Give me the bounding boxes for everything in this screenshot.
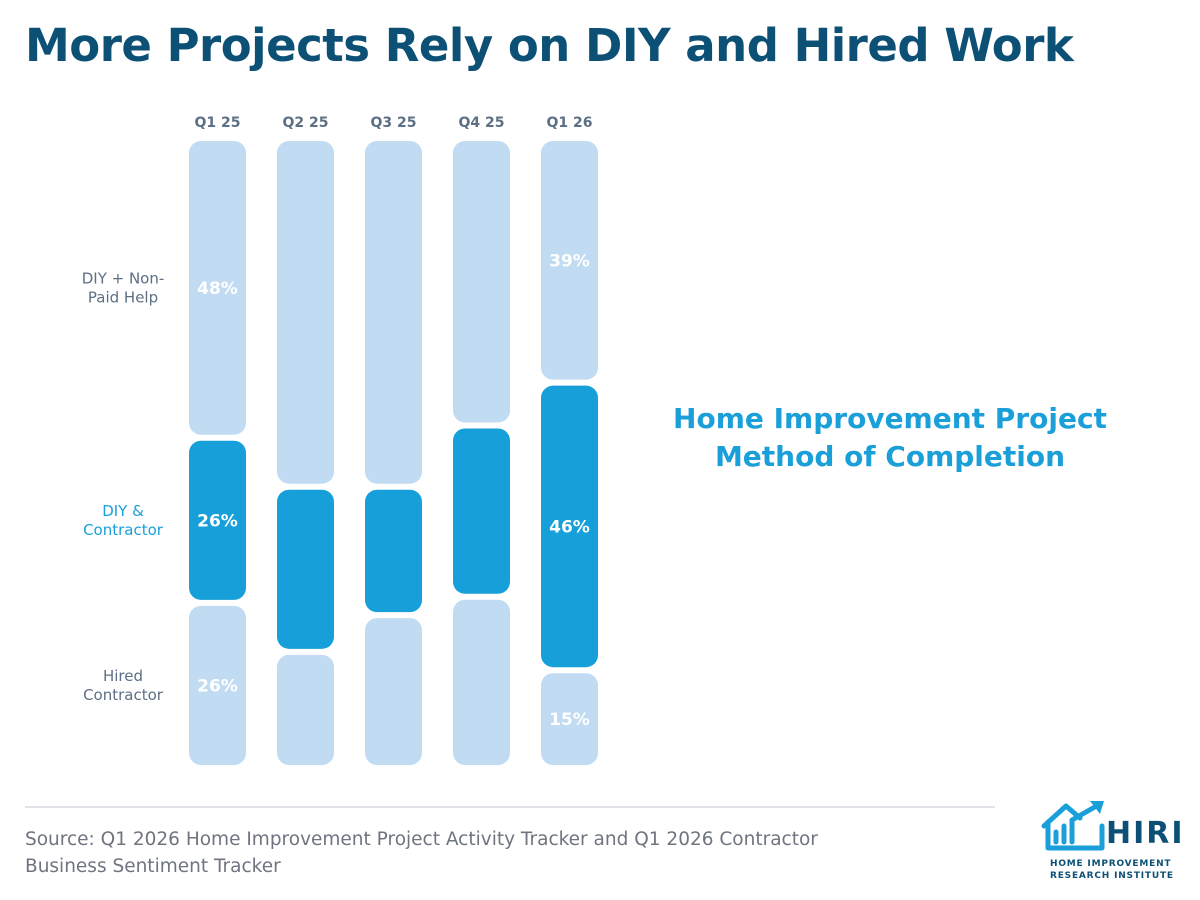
data-label: 48% <box>197 279 238 299</box>
logo-subtitle-line-1: HOME IMPROVEMENT <box>1050 859 1172 869</box>
bar-segment <box>277 141 334 484</box>
source-note: Source: Q1 2026 Home Improvement Project… <box>25 826 818 880</box>
category-label: Q4 25 <box>459 115 505 131</box>
logo-wordmark: HIRI <box>1106 816 1185 851</box>
data-label: 39% <box>549 251 590 271</box>
bar-segment <box>541 385 598 668</box>
category-label: Q3 25 <box>371 115 417 131</box>
series-label: Contractor <box>83 686 164 704</box>
bar-segment <box>453 428 510 594</box>
series-label: DIY + Non- <box>82 269 165 287</box>
source-line-2: Business Sentiment Tracker <box>25 856 281 877</box>
bar-segment <box>541 673 598 765</box>
bar-segment <box>365 618 422 765</box>
bar-segment <box>453 141 510 423</box>
chart-subtitle-line-2: Method of Completion <box>714 440 1066 473</box>
chart-title: More Projects Rely on DIY and Hired Work <box>25 19 1074 72</box>
house-growth-arrow-icon <box>1041 801 1105 851</box>
bar-segment <box>277 654 334 765</box>
series-label: Hired <box>103 667 143 685</box>
logo-subtitle: HOME IMPROVEMENT RESEARCH INSTITUTE <box>1050 858 1174 882</box>
chart-subtitle: Home Improvement Project Method of Compl… <box>640 400 1140 476</box>
data-label: 46% <box>549 517 590 537</box>
category-label: Q1 25 <box>195 115 241 131</box>
data-label: 26% <box>197 676 238 696</box>
bar-segment <box>277 489 334 649</box>
series-label: Contractor <box>83 521 164 539</box>
data-label: 26% <box>197 511 238 531</box>
category-label: Q2 25 <box>283 115 329 131</box>
hiri-logo: HIRI HOME IMPROVEMENT RESEARCH INSTITUTE <box>1040 796 1190 886</box>
footer-divider <box>25 806 995 808</box>
bar-segment <box>365 141 422 484</box>
bar-segment <box>189 440 246 600</box>
series-label: DIY & <box>102 502 144 520</box>
bar-segment <box>365 489 422 613</box>
data-label: 15% <box>549 710 590 730</box>
logo-subtitle-line-2: RESEARCH INSTITUTE <box>1050 871 1174 881</box>
bar-segment <box>541 141 598 380</box>
bar-segment <box>453 599 510 765</box>
bar-segment <box>189 141 246 435</box>
stacked-bar-chart: Q1 25 48% 26% 26% Q2 25 Q3 25 Q4 25 Q1 26 39% 46%… <box>82 115 598 765</box>
chart-subtitle-line-1: Home Improvement Project <box>673 402 1107 435</box>
series-label: Paid Help <box>88 288 158 306</box>
category-label: Q1 26 <box>547 115 593 131</box>
source-line-1: Source: Q1 2026 Home Improvement Project… <box>25 829 818 850</box>
bar-segment <box>189 605 246 765</box>
